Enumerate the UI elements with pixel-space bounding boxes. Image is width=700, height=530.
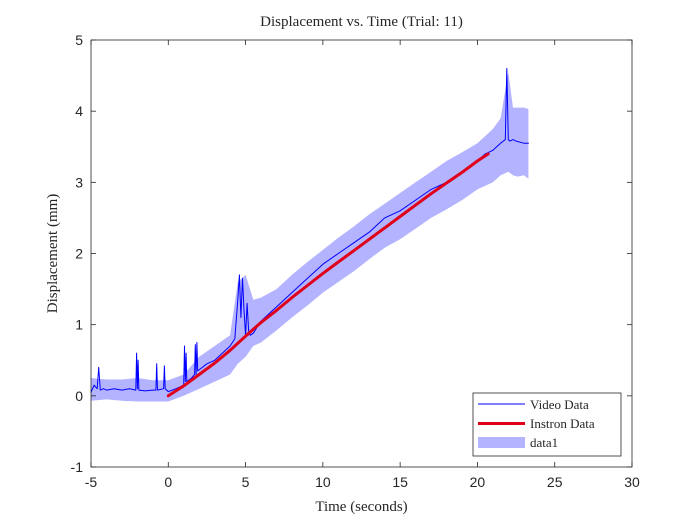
- y-tick-label: 2: [75, 246, 83, 262]
- line-layer: [90, 68, 529, 398]
- chart-title: Displacement vs. Time (Trial: 11): [260, 14, 463, 30]
- legend-label-video-data: Video Data: [530, 397, 589, 412]
- legend-swatch-data1: [478, 437, 525, 448]
- x-axis-label: Time (seconds): [315, 499, 407, 515]
- y-tick-label: -1: [71, 459, 84, 475]
- x-tick-label: 20: [470, 474, 486, 490]
- y-axis-label: Displacement (mm): [45, 194, 61, 314]
- x-tick-label: 10: [315, 474, 331, 490]
- legend-label-data1: data1: [530, 435, 558, 450]
- y-tick-label: 4: [75, 103, 83, 119]
- series-line-instron-data: [166, 152, 490, 398]
- y-tick-label: 0: [75, 388, 83, 404]
- x-tick-label: -5: [85, 474, 98, 490]
- x-tick-label: 30: [624, 474, 640, 490]
- x-tick-label: 25: [547, 474, 563, 490]
- x-tick-label: 15: [392, 474, 408, 490]
- y-tick-label: 1: [75, 317, 83, 333]
- x-tick-label: 0: [164, 474, 172, 490]
- x-tick-label: 5: [242, 474, 250, 490]
- legend: Video Data Instron Data data1: [472, 392, 622, 457]
- y-tick-label: 5: [75, 32, 83, 48]
- y-tick-label: 3: [75, 174, 83, 190]
- legend-label-instron-data: Instron Data: [530, 416, 595, 431]
- tick-layer: -5 0 5 10 15 20 25 30 -1 0 1 2 3 4 5: [71, 32, 640, 490]
